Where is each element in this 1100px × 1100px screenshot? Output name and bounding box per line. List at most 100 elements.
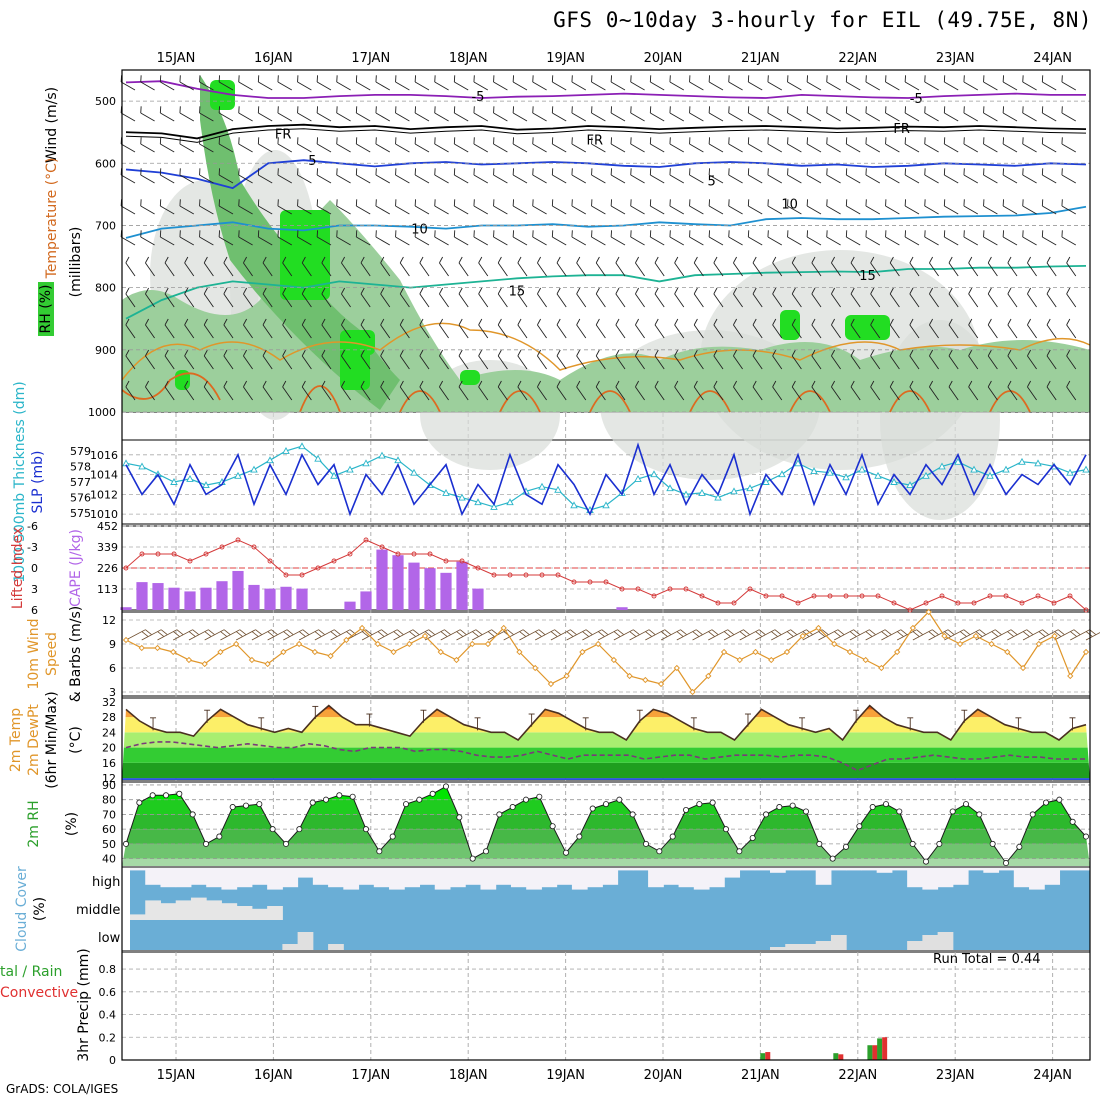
thickness-point [538,482,546,490]
lifted-point [811,593,817,599]
wind-barb [595,256,606,277]
wind-barb [1061,106,1077,122]
cape-bar [200,587,212,610]
wind-barb [336,168,351,184]
wind-barb [1066,256,1077,277]
cloud-high-gap [267,868,283,890]
wind-barb [140,75,155,91]
cape-bar [472,588,484,610]
wind-barb [434,106,449,122]
wind-speed-point [783,648,791,656]
wind-barb [243,318,253,339]
wind-barb [341,287,351,308]
wind-barb [1061,230,1077,246]
wind-barb [277,199,293,215]
wind-barb [595,380,606,401]
wind-speed-point [909,624,917,632]
wind-barb [218,230,234,246]
wind-barb [885,199,900,215]
lifted-point [907,607,913,613]
wind-barb [693,380,704,401]
thickness-point [906,481,914,489]
rh-point [856,823,863,830]
surface-wind-barb [550,629,577,641]
thickness-point [234,471,242,479]
wind-barb [654,349,665,370]
wind-barb [1046,380,1057,401]
lifted-point [315,565,321,571]
isotherm-25 [121,372,1031,413]
wind-barb [571,230,587,246]
surface-wind-barb [645,629,671,641]
surface-wind-barb [298,629,325,641]
wind-barb [297,75,312,91]
wind-barb [434,75,449,91]
wind-barb [218,75,234,91]
lifted-point [1003,593,1009,599]
wind-barb [669,137,685,153]
surface-wind-barb [660,629,687,641]
lifted-point [139,551,145,557]
thickness-point [570,501,578,509]
cloud-middle-gap [206,900,222,920]
surface-wind-barb [991,629,1018,641]
wind-barb [301,318,312,339]
wind-barb [341,380,351,401]
day-label-top: 19JAN [546,51,585,66]
wind-barb [262,287,273,308]
rh-point [336,792,343,799]
wind-barb [159,199,175,215]
wind-speed-point [610,656,618,664]
thickness-point [938,462,946,470]
wind-barb [282,349,293,370]
cape-tick: 226 [97,562,118,575]
isotherm-label: FR [587,134,604,149]
wind-barb [336,106,351,122]
rh-point [643,840,650,847]
surface-wind-barb [361,629,388,641]
wind-speed-point [657,680,665,688]
wind-barb [968,318,979,339]
rh-point [656,848,663,855]
wind-barb [184,287,195,308]
cloud-low-gap [830,935,847,950]
cloud-level-middle: middle [76,903,120,918]
wind-barb [826,199,841,215]
wind-barb [1061,199,1077,215]
thickness-tick: 578 [70,460,91,473]
wind-barb [826,137,841,153]
wind-barb [708,230,724,246]
cloud-middle-gap [145,900,161,920]
wind-barb [453,106,469,122]
wind-barb [355,106,371,122]
wind-barb [277,106,293,122]
wind-barb [987,256,998,277]
surface-wind-barb [519,629,546,641]
wind-barb [497,380,508,401]
wind-barb [140,199,155,215]
wind-barb [747,168,763,184]
precip-tick: 0.2 [99,1031,117,1044]
wind-barb [806,199,822,215]
wind-barb [321,256,332,277]
wind-barb [159,75,175,91]
lifted-point [795,600,801,606]
cloud-high-gap [770,868,786,873]
thickness-point [986,471,994,479]
wind-barb [943,199,959,215]
wind-barb [811,318,822,339]
wind-barb [831,256,841,277]
rh-point [683,807,690,814]
wind-barb [1007,380,1018,401]
wind-barb [983,168,998,184]
wind-barb [537,349,547,370]
slp-tick: 1014 [90,469,118,482]
wind-barb [576,287,587,308]
wind-barb [439,349,449,370]
rh-point [696,801,703,808]
pressure-tick: 800 [95,282,116,295]
wind-barb [375,230,391,246]
wind-barb [630,137,645,153]
wind-barb [772,349,783,370]
